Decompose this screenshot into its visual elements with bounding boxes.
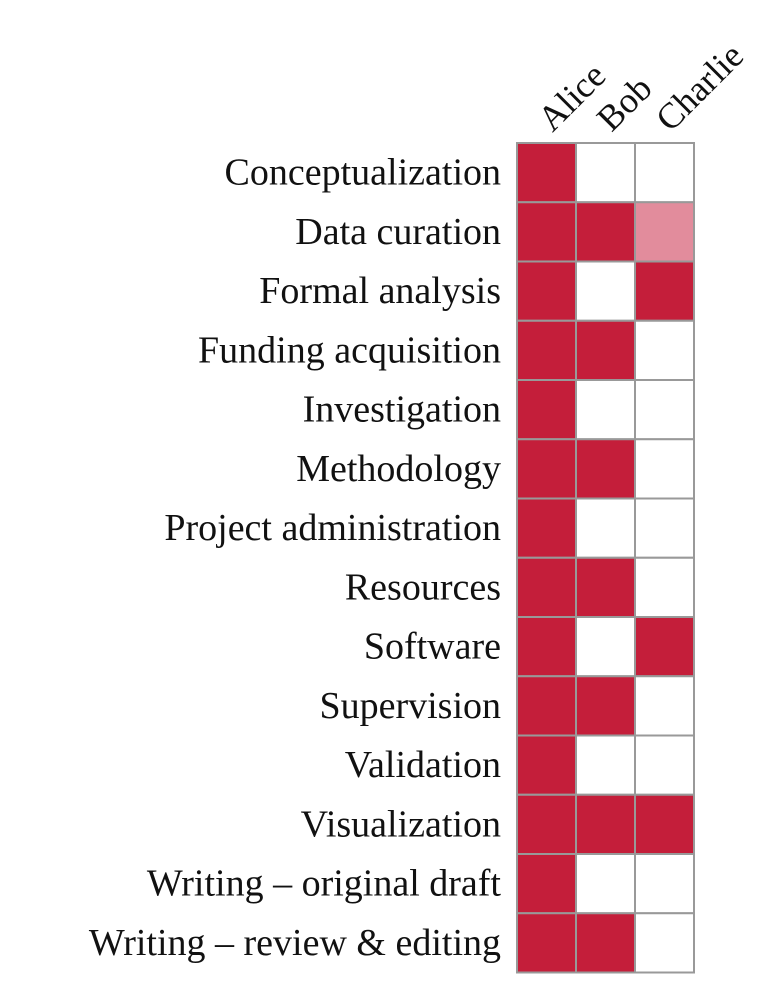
cell-project-administration-alice — [516, 497, 577, 559]
cell-investigation-bob — [575, 379, 636, 441]
cell-methodology-charlie — [634, 438, 695, 500]
cell-validation-bob — [575, 734, 636, 796]
row-label-software: Software — [364, 626, 501, 668]
cell-supervision-charlie — [634, 675, 695, 737]
row-label-writing-original-draft: Writing – original draft — [147, 863, 502, 905]
cell-visualization-charlie — [634, 793, 695, 855]
cell-funding-acquisition-charlie — [634, 319, 695, 381]
cell-data-curation-alice — [516, 201, 577, 263]
cell-project-administration-bob — [575, 497, 636, 559]
column-label-alice: Alice — [530, 55, 613, 138]
cell-resources-alice — [516, 556, 577, 618]
cell-investigation-alice — [516, 379, 577, 441]
row-label-funding-acquisition: Funding acquisition — [198, 329, 501, 371]
row-label-resources: Resources — [345, 566, 501, 608]
cell-writing-original-draft-bob — [575, 853, 636, 915]
cell-software-charlie — [634, 616, 695, 678]
cell-visualization-bob — [575, 793, 636, 855]
cell-data-curation-charlie — [634, 201, 695, 263]
cell-supervision-alice — [516, 675, 577, 737]
row-label-formal-analysis: Formal analysis — [259, 270, 501, 312]
row-label-data-curation: Data curation — [295, 211, 501, 253]
cell-validation-alice — [516, 734, 577, 796]
cell-supervision-bob — [575, 675, 636, 737]
cell-formal-analysis-bob — [575, 260, 636, 322]
row-label-conceptualization: Conceptualization — [225, 152, 501, 194]
cell-visualization-alice — [516, 793, 577, 855]
row-label-methodology: Methodology — [296, 448, 501, 490]
cell-software-alice — [516, 616, 577, 678]
cell-resources-bob — [575, 556, 636, 618]
row-label-project-administration: Project administration — [164, 507, 501, 549]
matrix-cells — [516, 142, 695, 974]
cell-writing-review-and-editing-bob — [575, 912, 636, 974]
cell-methodology-alice — [516, 438, 577, 500]
row-label-visualization: Visualization — [301, 803, 501, 845]
cell-formal-analysis-charlie — [634, 260, 695, 322]
cell-writing-review-and-editing-alice — [516, 912, 577, 974]
row-label-supervision: Supervision — [319, 685, 501, 727]
cell-formal-analysis-alice — [516, 260, 577, 322]
cell-conceptualization-bob — [575, 142, 636, 204]
cell-writing-review-and-editing-charlie — [634, 912, 695, 974]
cell-project-administration-charlie — [634, 497, 695, 559]
cell-investigation-charlie — [634, 379, 695, 441]
cell-writing-original-draft-alice — [516, 853, 577, 915]
cell-conceptualization-alice — [516, 142, 577, 204]
cell-data-curation-bob — [575, 201, 636, 263]
cell-funding-acquisition-bob — [575, 319, 636, 381]
cell-software-bob — [575, 616, 636, 678]
cell-resources-charlie — [634, 556, 695, 618]
cell-validation-charlie — [634, 734, 695, 796]
cell-writing-original-draft-charlie — [634, 853, 695, 915]
row-labels: Conceptualization Data curation Formal ana… — [89, 152, 502, 964]
cell-funding-acquisition-alice — [516, 319, 577, 381]
row-label-validation: Validation — [345, 744, 501, 786]
column-label-charlie: Charlie — [648, 35, 751, 138]
row-label-writing-review-and-editing: Writing – review & editing — [89, 922, 501, 964]
cell-conceptualization-charlie — [634, 142, 695, 204]
cell-methodology-bob — [575, 438, 636, 500]
row-label-investigation: Investigation — [303, 389, 501, 431]
